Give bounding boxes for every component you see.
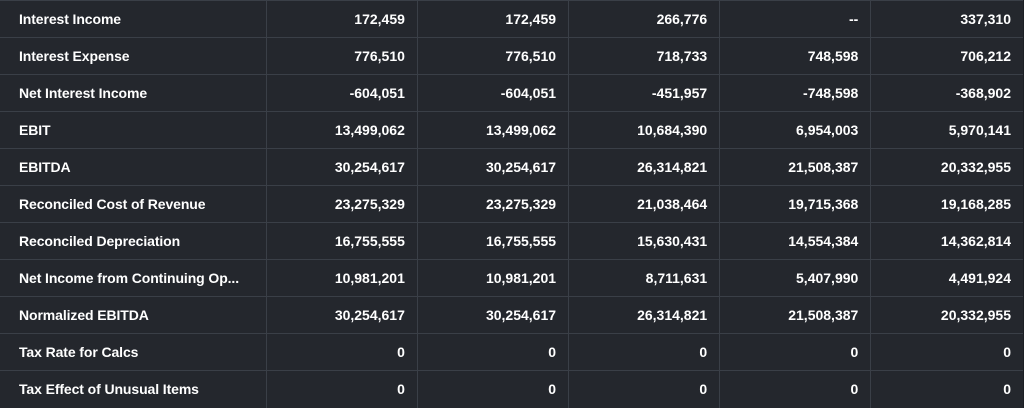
- value-cell: 16,755,555: [265, 222, 418, 260]
- table-row: Reconciled Cost of Revenue 23,275,329 23,2…: [0, 185, 1023, 223]
- row-label: Interest Income: [0, 0, 267, 38]
- table-row: EBITDA 30,254,617 30,254,617 26,314,821 21,5…: [0, 148, 1023, 186]
- value-cell: 718,733: [568, 37, 720, 75]
- value-cell: 172,459: [265, 0, 418, 38]
- value-cell: 20,332,955: [870, 296, 1023, 334]
- value-cell: 0: [568, 333, 720, 371]
- row-label: Reconciled Depreciation: [0, 222, 267, 260]
- value-cell: -604,051: [416, 74, 569, 112]
- value-cell: 0: [870, 333, 1023, 371]
- value-cell: 4,491,924: [870, 259, 1023, 297]
- value-cell: 30,254,617: [265, 148, 418, 186]
- value-cell: 14,362,814: [870, 222, 1023, 260]
- row-label: Net Income from Continuing Op...: [0, 259, 267, 297]
- value-cell: 337,310: [870, 0, 1023, 38]
- value-cell: 776,510: [265, 37, 418, 75]
- value-cell: 10,981,201: [416, 259, 569, 297]
- value-cell: 5,407,990: [719, 259, 871, 297]
- row-label: Normalized EBITDA: [0, 296, 267, 334]
- value-cell: 23,275,329: [265, 185, 418, 223]
- value-cell: 0: [568, 370, 720, 408]
- value-cell: 10,684,390: [568, 111, 720, 149]
- value-cell: 266,776: [568, 0, 720, 38]
- table-row: Interest Expense 776,510 776,510 718,733 748…: [0, 37, 1023, 75]
- value-cell: 14,554,384: [719, 222, 871, 260]
- value-cell: -604,051: [265, 74, 418, 112]
- row-label: EBITDA: [0, 148, 267, 186]
- value-cell: -368,902: [870, 74, 1023, 112]
- value-cell: 10,981,201: [265, 259, 418, 297]
- value-cell: -451,957: [568, 74, 720, 112]
- table-row: Reconciled Depreciation 16,755,555 16,755,…: [0, 222, 1023, 260]
- value-cell: 0: [265, 333, 418, 371]
- value-cell: 706,212: [870, 37, 1023, 75]
- value-cell: 748,598: [719, 37, 871, 75]
- value-cell: 19,168,285: [870, 185, 1023, 223]
- table-row: Net Income from Continuing Op... 10,981,2…: [0, 259, 1023, 297]
- row-label: Net Interest Income: [0, 74, 267, 112]
- row-label: EBIT: [0, 111, 267, 149]
- value-cell: 21,508,387: [719, 296, 871, 334]
- table-row: Interest Income 172,459 172,459 266,776 -- 33…: [0, 0, 1023, 38]
- value-cell: 15,630,431: [568, 222, 720, 260]
- table-row: Net Interest Income -604,051 -604,051 -451,…: [0, 74, 1023, 112]
- row-label: Tax Effect of Unusual Items: [0, 370, 267, 408]
- value-cell: 30,254,617: [416, 296, 569, 334]
- value-cell: 0: [416, 370, 569, 408]
- value-cell: 26,314,821: [568, 296, 720, 334]
- value-cell: 30,254,617: [416, 148, 569, 186]
- row-label: Interest Expense: [0, 37, 267, 75]
- value-cell: -748,598: [719, 74, 871, 112]
- value-cell: 8,711,631: [568, 259, 720, 297]
- value-cell: 30,254,617: [265, 296, 418, 334]
- value-cell: --: [719, 0, 871, 38]
- value-cell: 0: [719, 333, 871, 371]
- table-row: Normalized EBITDA 30,254,617 30,254,617 26,…: [0, 296, 1023, 334]
- table-row: Tax Rate for Calcs 0 0 0 0 0: [0, 333, 1023, 371]
- value-cell: 13,499,062: [265, 111, 418, 149]
- table-row: Tax Effect of Unusual Items 0 0 0 0 0: [0, 370, 1023, 408]
- row-label: Tax Rate for Calcs: [0, 333, 267, 371]
- value-cell: 13,499,062: [416, 111, 569, 149]
- value-cell: 172,459: [416, 0, 569, 38]
- table-row: EBIT 13,499,062 13,499,062 10,684,390 6,954,…: [0, 111, 1023, 149]
- value-cell: 21,038,464: [568, 185, 720, 223]
- value-cell: 26,314,821: [568, 148, 720, 186]
- value-cell: 776,510: [416, 37, 569, 75]
- value-cell: 0: [265, 370, 418, 408]
- value-cell: 0: [719, 370, 871, 408]
- value-cell: 19,715,368: [719, 185, 871, 223]
- value-cell: 5,970,141: [870, 111, 1023, 149]
- value-cell: 6,954,003: [719, 111, 871, 149]
- value-cell: 0: [416, 333, 569, 371]
- value-cell: 21,508,387: [719, 148, 871, 186]
- row-label: Reconciled Cost of Revenue: [0, 185, 267, 223]
- value-cell: 23,275,329: [416, 185, 569, 223]
- value-cell: 16,755,555: [416, 222, 569, 260]
- value-cell: 20,332,955: [870, 148, 1023, 186]
- value-cell: 0: [870, 370, 1023, 408]
